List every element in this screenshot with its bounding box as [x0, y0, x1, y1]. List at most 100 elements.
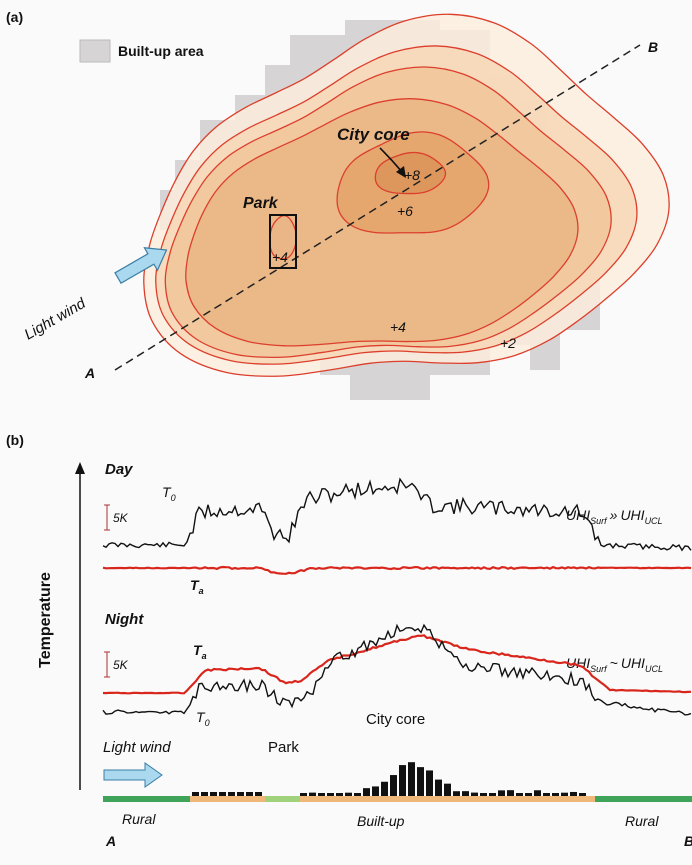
profile-line [102, 565, 692, 575]
term: UHI [620, 507, 644, 523]
scale-bar [104, 504, 110, 531]
term: UHI [566, 507, 590, 523]
subscript: Surf [590, 516, 608, 526]
axis-label: Temperature [37, 572, 54, 668]
building [309, 792, 316, 796]
relation: UHISurf» UHIUCL [566, 507, 663, 526]
building [336, 793, 343, 796]
building [192, 792, 199, 796]
building [363, 788, 370, 796]
building [201, 792, 208, 796]
zone-label: Built-up [357, 813, 405, 829]
series-label: Ta [190, 577, 204, 596]
building [561, 792, 568, 796]
building [327, 793, 334, 796]
contour [374, 151, 447, 195]
building [426, 770, 433, 796]
relation: UHISurf ~ UHIUCL [566, 655, 663, 674]
building [300, 793, 307, 796]
ground-park [265, 796, 300, 802]
contour-label: +2 [500, 335, 516, 351]
contour-label: +8 [404, 167, 420, 183]
subscript: a [199, 586, 204, 596]
scale-label: 5K [113, 658, 129, 672]
profile-line [102, 477, 692, 552]
subscript: a [202, 651, 207, 661]
point-label: A [105, 833, 116, 849]
ground-built [300, 796, 595, 802]
series-label: T0 [196, 709, 210, 728]
contour-label: +4 [390, 319, 406, 335]
building [507, 790, 514, 796]
wind-arrow [103, 762, 163, 788]
zone-label: Rural [625, 813, 659, 829]
scale-bar [104, 651, 110, 678]
point-label: B [648, 39, 658, 55]
symbol: T [196, 709, 206, 725]
building [480, 793, 487, 796]
ground-rural [595, 796, 692, 802]
building [318, 793, 325, 796]
legend-swatch [79, 39, 111, 63]
map [143, 13, 670, 400]
ground-rural [103, 796, 190, 802]
park-box [269, 214, 297, 269]
building [489, 793, 496, 796]
legend-label: Built-up area [118, 43, 204, 59]
series-label: T0 [162, 484, 176, 503]
arrow-head [396, 166, 406, 178]
symbol: T [193, 642, 203, 658]
building [237, 792, 244, 796]
subscript: 0 [205, 718, 210, 728]
city-core-label: City core [366, 711, 425, 728]
point-label: A [84, 365, 95, 381]
building [255, 792, 262, 796]
building [453, 791, 460, 796]
point-label: B [684, 833, 692, 849]
building [516, 793, 523, 796]
building [579, 793, 586, 796]
profiles [102, 477, 692, 716]
operator: » [610, 507, 618, 523]
building [381, 781, 388, 796]
building [525, 793, 532, 796]
night-title: Night [105, 611, 144, 628]
building [210, 792, 217, 796]
subscript: UCL [645, 516, 663, 526]
transect [114, 44, 641, 371]
operator: ~ [610, 655, 618, 671]
subscript: UCL [645, 664, 663, 674]
panel-label: (b) [6, 432, 24, 448]
building [462, 791, 469, 796]
building [246, 792, 253, 796]
subscript: 0 [171, 493, 176, 503]
building [534, 790, 541, 796]
series-label: Ta [193, 642, 207, 661]
building [570, 791, 577, 796]
axis-head [75, 462, 85, 474]
buildings [192, 762, 586, 796]
building [552, 793, 559, 796]
building [444, 783, 451, 796]
symbol: T [162, 484, 172, 500]
contour-label: +6 [397, 203, 413, 219]
wind-label: Light wind [103, 739, 171, 756]
arrow-shape [114, 247, 168, 285]
building [228, 792, 235, 796]
day-title: Day [105, 461, 133, 478]
building [390, 775, 397, 796]
building [471, 792, 478, 796]
park-label: Park [243, 195, 279, 212]
scale-label: 5K [113, 511, 129, 525]
building [354, 793, 361, 796]
building [219, 792, 226, 796]
building [498, 790, 505, 796]
park-label: Park [268, 739, 299, 756]
building [372, 786, 379, 796]
city-core-label: City core [337, 125, 410, 144]
symbol: T [190, 577, 200, 593]
subscript: Surf [590, 664, 608, 674]
wind-arrow [114, 247, 168, 285]
building [417, 767, 424, 796]
